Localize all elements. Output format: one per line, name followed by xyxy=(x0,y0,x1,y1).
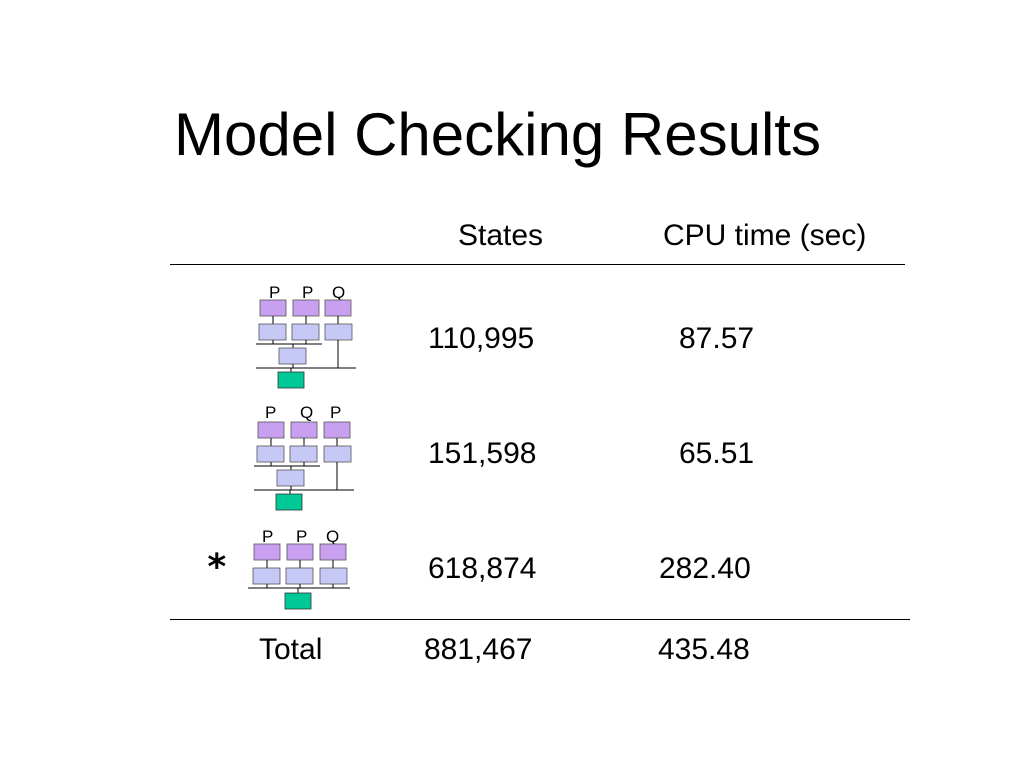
cache-box xyxy=(319,567,348,585)
cache-box xyxy=(278,347,307,365)
topology-diagram-row-2: P Q P xyxy=(254,403,354,511)
states-value-row-3: 618,874 xyxy=(428,552,537,585)
processor-box xyxy=(259,299,287,317)
diagram-letter: Q xyxy=(332,283,345,302)
diagram-letter: P xyxy=(330,403,341,422)
total-label: Total xyxy=(259,633,323,666)
processor-box xyxy=(253,543,281,561)
processor-box xyxy=(290,421,318,439)
processor-box xyxy=(323,421,351,439)
processor-box xyxy=(324,299,352,317)
states-header: States xyxy=(458,219,544,252)
memory-box xyxy=(284,592,312,610)
cache-box xyxy=(323,445,352,463)
marker-asterisk: * xyxy=(206,547,228,588)
slide-title: Model Checking Results xyxy=(174,101,821,168)
processor-box xyxy=(319,543,347,561)
diagram-letter: Q xyxy=(326,527,339,546)
diagram-letter: P xyxy=(296,527,307,546)
processor-box xyxy=(257,421,285,439)
header-rule xyxy=(170,264,905,265)
processor-box xyxy=(292,299,320,317)
diagram-letter: P xyxy=(262,527,273,546)
total-cpu-time-value: 435.48 xyxy=(658,633,750,666)
cpu-time-value-row-2: 65.51 xyxy=(679,437,755,470)
total-states-value: 881,467 xyxy=(424,633,533,666)
memory-box xyxy=(275,493,303,511)
diagram-letter: P xyxy=(302,283,313,302)
processor-box xyxy=(286,543,314,561)
cpu-time-value-row-1: 87.57 xyxy=(679,322,755,355)
states-value-row-1: 110,995 xyxy=(428,322,535,355)
memory-box xyxy=(277,371,305,389)
states-value-row-2: 151,598 xyxy=(428,437,537,470)
diagram-letter: Q xyxy=(300,403,313,422)
cache-box xyxy=(289,445,318,463)
cpu-time-value-row-3: 282.40 xyxy=(659,552,751,585)
cache-box xyxy=(256,445,285,463)
total-rule xyxy=(170,619,910,620)
cache-box xyxy=(258,323,287,341)
cache-box xyxy=(324,323,353,341)
cache-box xyxy=(285,567,314,585)
cpu-time-header: CPU time (sec) xyxy=(663,219,867,252)
cache-box xyxy=(276,469,305,487)
diagram-letter: P xyxy=(265,403,276,422)
cache-box xyxy=(291,323,320,341)
diagram-letter: P xyxy=(269,283,280,302)
topology-diagram-row-1: P P Q xyxy=(256,283,356,389)
topology-diagram-row-3: P P Q xyxy=(248,527,350,610)
cache-box xyxy=(252,567,281,585)
